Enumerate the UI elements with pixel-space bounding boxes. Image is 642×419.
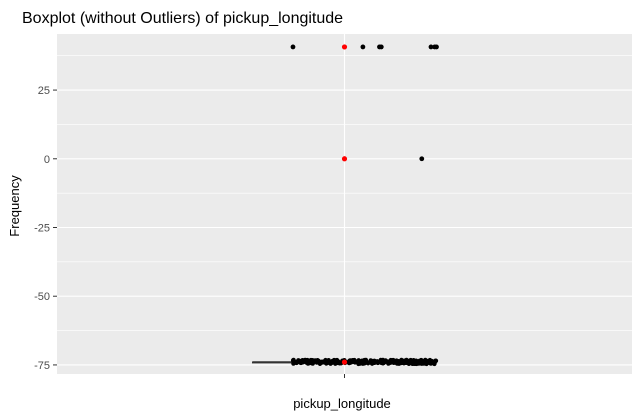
data-point bbox=[386, 360, 392, 365]
mean-points bbox=[341, 44, 348, 365]
data-point bbox=[316, 359, 322, 365]
mean-point bbox=[341, 359, 348, 365]
mean-point bbox=[341, 156, 348, 162]
y-tick-label: -75 bbox=[34, 360, 50, 372]
data-point bbox=[355, 359, 360, 365]
data-point bbox=[309, 361, 314, 366]
data-point bbox=[336, 359, 341, 364]
data-point bbox=[383, 359, 388, 364]
data-point bbox=[330, 360, 335, 365]
data-point bbox=[360, 44, 366, 50]
chart-title: Boxplot (without Outliers) of pickup_lon… bbox=[22, 10, 343, 27]
data-point bbox=[378, 44, 384, 50]
y-tick-label: -25 bbox=[34, 223, 50, 235]
data-point bbox=[347, 359, 353, 364]
data-point bbox=[302, 358, 307, 364]
data-point bbox=[378, 357, 383, 363]
data-point bbox=[421, 360, 427, 365]
y-axis: 25 0 -25 -50 -75 bbox=[34, 85, 57, 372]
data-point bbox=[427, 360, 432, 365]
data-point bbox=[363, 357, 369, 363]
data-point bbox=[365, 361, 371, 366]
x-axis-label: pickup_longitude bbox=[293, 396, 391, 411]
data-point bbox=[431, 359, 437, 365]
data-point bbox=[434, 44, 439, 50]
data-point bbox=[290, 44, 296, 50]
plot-panel bbox=[57, 34, 632, 374]
y-tick-label: 25 bbox=[38, 85, 50, 97]
data-point bbox=[325, 358, 331, 364]
data-point bbox=[372, 360, 378, 365]
data-point bbox=[391, 358, 396, 363]
data-point bbox=[419, 156, 425, 162]
data-point bbox=[408, 357, 413, 363]
data-point bbox=[394, 358, 399, 363]
data-point bbox=[298, 360, 304, 366]
data-point bbox=[414, 361, 419, 366]
data-point bbox=[290, 358, 296, 363]
data-point bbox=[322, 359, 327, 364]
y-axis-label: Frequency bbox=[7, 175, 22, 237]
mean-point bbox=[341, 44, 348, 50]
y-tick-label: -50 bbox=[34, 291, 50, 303]
data-point bbox=[428, 44, 434, 50]
y-tick-label: 0 bbox=[44, 154, 50, 166]
data-point bbox=[404, 357, 409, 363]
data-point bbox=[305, 358, 310, 363]
data-point bbox=[399, 359, 405, 365]
